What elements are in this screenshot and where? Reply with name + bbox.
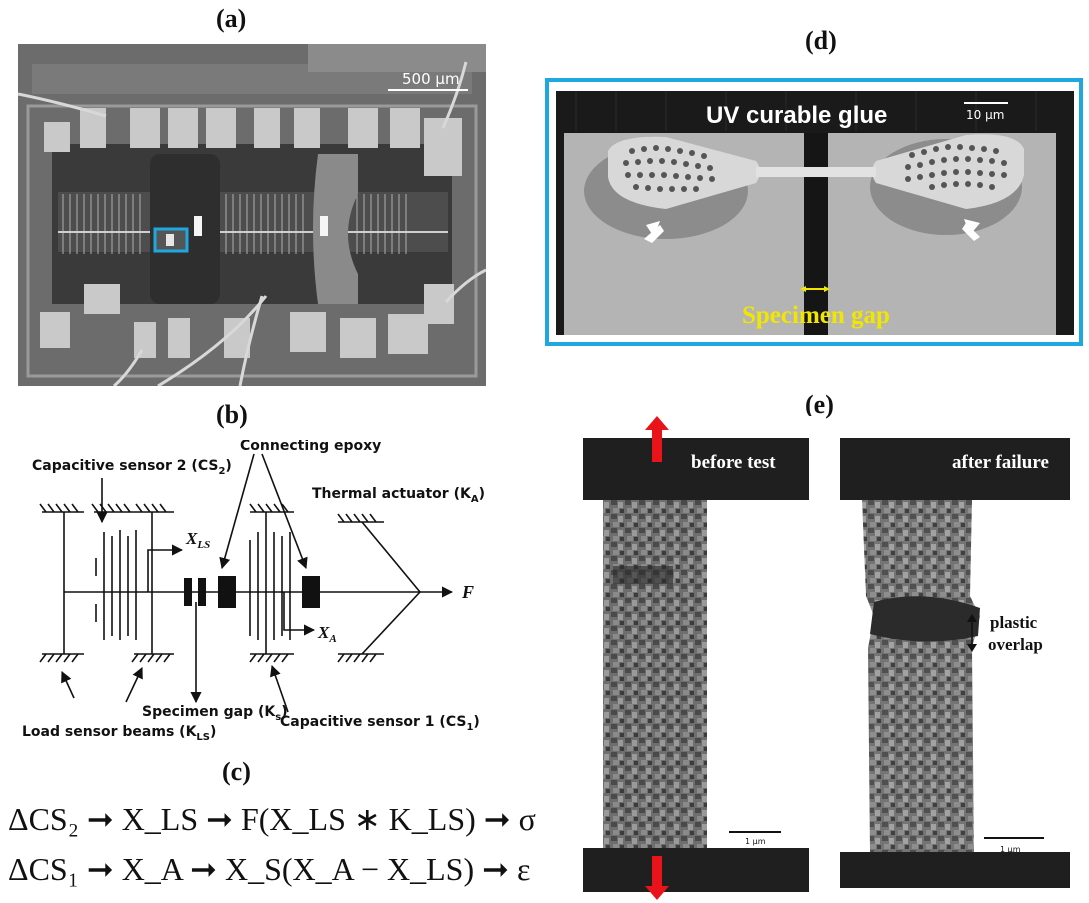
label-x-ls: XLS: [185, 529, 210, 551]
specimen-gap-label: Specimen gap: [742, 302, 890, 329]
schematic-diagram: Capacitive sensor 2 (CS2) Connecting epo…: [22, 440, 485, 743]
label-thermal-actuator: Thermal actuator (KA): [312, 486, 485, 505]
after-failure-image: after failure plastic overlap 1 μm: [840, 416, 1072, 900]
panel-label-b: (b): [216, 400, 248, 429]
specimen-sem-image: UV curable glue 10 μm Specimen gap: [556, 91, 1074, 335]
scale-bar-label-a: 500 μm: [402, 70, 460, 88]
specimen-title: UV curable glue: [706, 102, 887, 129]
panel-label-e: (e): [805, 390, 834, 419]
label-force: F: [461, 582, 474, 602]
equation-stress: ΔCS₂ ➞ X_LS ➞ F(X_LS ∗ K_LS) ➞ σ: [8, 801, 536, 837]
label-cs2: Capacitive sensor 2 (CS2): [32, 458, 232, 477]
panel-label-a: (a): [216, 4, 247, 33]
label-cs1: Capacitive sensor 1 (CS1): [280, 714, 480, 733]
panel-label-c: (c): [222, 757, 251, 786]
scale-bar-label-d: 10 μm: [966, 108, 1004, 122]
label-specimen-gap: Specimen gap (Ks): [142, 704, 288, 723]
label-load-sensor-beams: Load sensor beams (KLS): [22, 724, 216, 743]
plastic-overlap-label-1: plastic: [990, 613, 1038, 632]
panel-label-d: (d): [805, 26, 837, 55]
equation-strain: ΔCS₁ ➞ X_A ➞ X_S(X_A − X_LS) ➞ ε: [8, 851, 531, 887]
label-x-a: XA: [317, 623, 337, 645]
comb-drive-right: [225, 194, 407, 254]
scale-bar-label-e-right: 1 μm: [1000, 845, 1021, 854]
plastic-overlap-label-2: overlap: [988, 635, 1043, 654]
specimen-image-frame: [545, 78, 1083, 346]
comb-drive-left: [62, 194, 141, 254]
scale-bar-label-e-left: 1 μm: [745, 837, 766, 846]
before-test-caption: before test: [691, 452, 776, 473]
label-connecting-epoxy: Connecting epoxy: [240, 440, 381, 454]
mems-device-image: 500 μm: [18, 44, 486, 386]
after-failure-caption: after failure: [952, 452, 1049, 473]
before-test-image: before test 1 μm: [583, 416, 816, 900]
